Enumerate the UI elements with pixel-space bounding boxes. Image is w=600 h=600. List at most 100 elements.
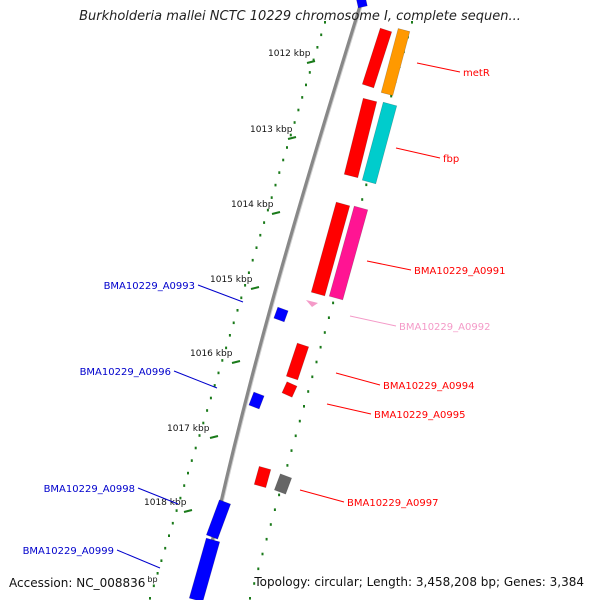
gene-leader-line xyxy=(349,315,397,327)
outer-ruler-dot xyxy=(261,552,264,556)
inner-ruler-dot xyxy=(255,246,258,249)
inner-ruler-dot xyxy=(324,21,326,24)
inner-ruler-dot xyxy=(282,158,285,162)
outer-ruler-dot xyxy=(265,537,268,541)
tick-label: 1012 kbp xyxy=(268,49,311,59)
gene-leader-line xyxy=(197,284,244,303)
outer-ruler-dot xyxy=(290,449,293,452)
tick-ring-dots xyxy=(149,21,413,600)
inner-ruler-dot xyxy=(190,459,193,462)
inner-ruler-dot xyxy=(209,396,212,400)
tick-label: 1013 kbp xyxy=(250,125,293,135)
gene-leader-line xyxy=(299,489,345,503)
forward-cds-arrow xyxy=(343,97,378,179)
tick-mark xyxy=(250,286,260,290)
gene-leader-line xyxy=(366,260,412,271)
inner-ruler-dot xyxy=(206,409,209,412)
inner-ruler-dot xyxy=(194,446,197,450)
tick-marks: 1012 kbp 1013 kbp 1014 kbp 1015 kbp 1016 kbp… xyxy=(144,49,316,513)
cog-arrow xyxy=(361,101,398,185)
inner-ruler-dot xyxy=(171,521,174,525)
gene-label: BMA10229_A0998 xyxy=(44,484,135,495)
reverse-cds-arrow xyxy=(188,537,221,600)
inner-ruler-dot xyxy=(160,559,163,562)
inner-ruler-dot xyxy=(168,534,170,537)
outer-ruler-dot xyxy=(269,523,272,526)
forward-cds-arrow xyxy=(361,27,393,89)
outer-ruler-dot xyxy=(298,419,301,423)
tick-mark xyxy=(287,136,297,140)
reverse-cds-arrow xyxy=(356,0,368,9)
tick-label: 1015 kbp xyxy=(210,275,253,285)
inner-ruler-dot xyxy=(263,221,266,224)
gene-labels: metR fbp BMA10229_A0991 BMA10229_A0992 BMA10… xyxy=(23,62,505,569)
accession-label: Accession: NC_008836 bp xyxy=(9,575,158,590)
tick-label: 1018 kbp xyxy=(144,498,187,508)
inner-ruler-dot xyxy=(312,58,315,62)
inner-ruler-dot xyxy=(278,171,281,174)
tick-label: 1017 kbp xyxy=(167,424,210,434)
inner-ruler-dot xyxy=(149,597,151,600)
outer-ruler-dot xyxy=(257,567,260,571)
gene-leader-line xyxy=(137,487,179,505)
inner-ruler-dot xyxy=(221,359,224,362)
inner-ruler-dot xyxy=(320,33,323,37)
gene-label: BMA10229_A0993 xyxy=(104,281,195,292)
outer-ruler-dot xyxy=(361,198,364,201)
cog-arrow xyxy=(380,28,411,96)
inner-ruler-dot xyxy=(164,546,167,550)
map-title: Burkholderia mallei NCTC 10229 chromosom… xyxy=(79,9,521,24)
inner-ruler-dot xyxy=(175,509,178,512)
gene-label: BMA10229_A0995 xyxy=(374,410,465,421)
inner-ruler-dot xyxy=(228,334,231,337)
outer-ruler-dot xyxy=(332,301,335,305)
inner-ruler-dot xyxy=(179,496,182,500)
inner-ruler-dot xyxy=(187,471,189,475)
gene-label: BMA10229_A0991 xyxy=(414,266,505,277)
accession-text: Accession: NC_008836 xyxy=(9,576,146,590)
forward-cds-arrow xyxy=(285,342,310,381)
inner-ruler-dot xyxy=(305,83,307,87)
outer-ruler-dot xyxy=(323,331,326,334)
tick-label: 1016 kbp xyxy=(190,349,233,359)
inner-ruler-dot xyxy=(244,284,247,287)
outer-ruler-dot xyxy=(311,375,314,379)
gene-label: BMA10229_A0992 xyxy=(399,322,490,333)
reverse-cds-arrow xyxy=(248,391,265,410)
inner-ruler-dot xyxy=(259,233,262,237)
cog-arrow xyxy=(328,205,369,301)
inner-ruler-dot xyxy=(247,271,250,274)
gene-leader-line xyxy=(416,62,461,73)
inner-ruler-dot xyxy=(240,296,243,300)
inner-ruler-dot xyxy=(198,434,201,437)
outer-ruler-dot xyxy=(278,493,281,497)
inner-ruler-dot xyxy=(289,133,292,137)
inner-ruler-dot xyxy=(232,321,235,325)
gene-leader-line xyxy=(116,549,161,569)
outer-ruler-dot xyxy=(294,434,297,438)
gene-label: metR xyxy=(463,68,490,79)
gene-leader-line xyxy=(395,147,441,159)
outer-ruler-dot xyxy=(253,582,256,585)
forward-cds-arrow xyxy=(310,201,351,297)
outer-ruler-dot xyxy=(390,94,393,98)
gene-label: BMA10229_A0999 xyxy=(23,546,114,557)
inner-ruler-dot xyxy=(152,584,155,588)
inner-ruler-dot xyxy=(225,346,228,350)
outer-ruler-dot xyxy=(411,21,413,24)
inner-ruler-dot xyxy=(293,121,296,124)
forward-cds-arrow xyxy=(306,300,318,307)
inner-ruler-dot xyxy=(213,384,216,387)
outer-ruler-dot xyxy=(327,316,330,319)
reverse-cds-arrow xyxy=(273,306,289,323)
forward-cds-arrow xyxy=(253,466,272,488)
inner-ruler-dot xyxy=(301,96,304,99)
inner-ruler-dot xyxy=(297,108,300,112)
inner-ruler-dot xyxy=(156,572,159,575)
gene-label: BMA10229_A0996 xyxy=(80,367,171,378)
inner-ruler-dot xyxy=(202,421,205,425)
forward-cds-arrow xyxy=(281,381,298,398)
tick-mark xyxy=(183,509,193,513)
gene-label: fbp xyxy=(443,154,459,165)
